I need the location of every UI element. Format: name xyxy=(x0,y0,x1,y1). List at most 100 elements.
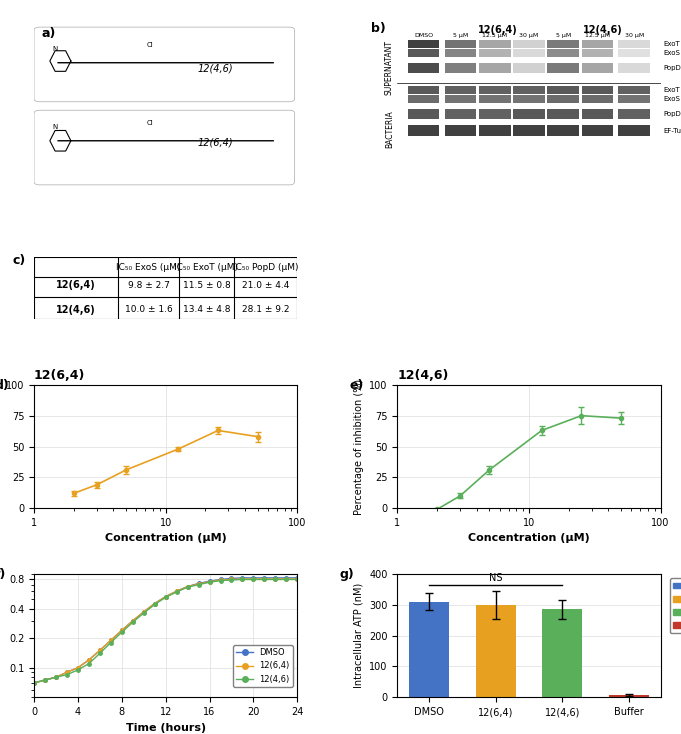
Bar xyxy=(548,49,579,57)
Text: a): a) xyxy=(42,27,57,40)
Text: 12(6,4): 12(6,4) xyxy=(197,138,233,148)
Bar xyxy=(582,86,613,94)
Text: 12(4,6): 12(4,6) xyxy=(397,369,449,382)
Text: ExoT: ExoT xyxy=(663,41,680,47)
Bar xyxy=(408,126,439,136)
Bar xyxy=(479,49,511,57)
Bar xyxy=(618,86,650,94)
Bar xyxy=(476,605,516,697)
Text: 11.5 ± 0.8: 11.5 ± 0.8 xyxy=(183,280,230,290)
Bar xyxy=(618,40,650,48)
Bar xyxy=(445,62,476,73)
Text: e): e) xyxy=(350,379,364,392)
Text: N: N xyxy=(52,124,58,130)
Text: 12.5 μM: 12.5 μM xyxy=(482,33,507,38)
Text: ExoT: ExoT xyxy=(663,87,680,93)
Text: N: N xyxy=(52,46,58,52)
Bar xyxy=(445,49,476,57)
Text: Cl: Cl xyxy=(146,120,153,126)
Text: IC₅₀ PopD (μM): IC₅₀ PopD (μM) xyxy=(233,263,298,272)
Bar xyxy=(618,49,650,57)
Y-axis label: Percentage of inhibition (%): Percentage of inhibition (%) xyxy=(353,379,364,515)
Bar xyxy=(618,109,650,119)
Text: 12(6,4): 12(6,4) xyxy=(34,369,85,382)
Text: DMSO: DMSO xyxy=(414,33,433,38)
Bar xyxy=(548,95,579,103)
Bar xyxy=(479,126,511,136)
Bar xyxy=(445,109,476,119)
Bar xyxy=(479,109,511,119)
Bar xyxy=(582,62,613,73)
Text: ExoS: ExoS xyxy=(663,95,680,102)
Bar xyxy=(408,86,439,94)
Text: PopD: PopD xyxy=(663,111,681,117)
Bar xyxy=(445,86,476,94)
Bar xyxy=(582,40,613,48)
Bar xyxy=(408,62,439,73)
Bar xyxy=(409,602,449,697)
Text: f): f) xyxy=(0,568,6,581)
Text: b): b) xyxy=(371,22,385,35)
Bar xyxy=(582,95,613,103)
Text: BACTERIA: BACTERIA xyxy=(385,110,394,148)
Bar xyxy=(513,86,545,94)
Legend: DMSO, 12(6,4), 12(4,6), Buffer: DMSO, 12(6,4), 12(4,6), Buffer xyxy=(670,578,681,633)
Text: d): d) xyxy=(0,379,10,392)
Bar xyxy=(513,126,545,136)
Bar xyxy=(609,695,648,697)
Text: ExoS: ExoS xyxy=(663,50,680,56)
Bar xyxy=(548,126,579,136)
Text: 12(4,6): 12(4,6) xyxy=(583,26,622,35)
Text: 12.5 μM: 12.5 μM xyxy=(585,33,610,38)
Bar xyxy=(408,49,439,57)
Text: c): c) xyxy=(13,254,27,267)
Text: 5 μM: 5 μM xyxy=(453,33,468,38)
Text: IC₅₀ ExoT (μM): IC₅₀ ExoT (μM) xyxy=(174,263,238,272)
Bar xyxy=(582,126,613,136)
Bar xyxy=(445,40,476,48)
Bar xyxy=(513,49,545,57)
X-axis label: Concentration (μM): Concentration (μM) xyxy=(105,534,227,543)
Bar xyxy=(513,95,545,103)
Y-axis label: Intracellular ATP (nM): Intracellular ATP (nM) xyxy=(353,583,364,688)
Bar xyxy=(548,40,579,48)
Text: 12(6,4): 12(6,4) xyxy=(477,26,518,35)
Bar xyxy=(513,40,545,48)
Bar xyxy=(445,95,476,103)
Text: 12(6,4): 12(6,4) xyxy=(57,280,96,290)
Text: 10.0 ± 1.6: 10.0 ± 1.6 xyxy=(125,305,172,314)
Bar xyxy=(479,62,511,73)
Bar xyxy=(513,109,545,119)
Y-axis label: OD 600nm: OD 600nm xyxy=(0,609,3,662)
Text: 13.4 ± 4.8: 13.4 ± 4.8 xyxy=(183,305,230,314)
Bar xyxy=(618,95,650,103)
Bar xyxy=(479,86,511,94)
Bar xyxy=(542,609,582,697)
Bar xyxy=(548,109,579,119)
Text: 30 μM: 30 μM xyxy=(624,33,644,38)
Text: 28.1 ± 9.2: 28.1 ± 9.2 xyxy=(242,305,289,314)
Bar xyxy=(548,62,579,73)
Text: SUPERNATANT: SUPERNATANT xyxy=(385,40,394,95)
Bar xyxy=(408,40,439,48)
Text: 12(4,6): 12(4,6) xyxy=(197,63,233,73)
Bar xyxy=(618,62,650,73)
Bar xyxy=(582,109,613,119)
FancyBboxPatch shape xyxy=(34,27,295,102)
Text: 30 μM: 30 μM xyxy=(520,33,539,38)
Bar xyxy=(445,126,476,136)
Bar xyxy=(408,109,439,119)
Legend: DMSO, 12(6,4), 12(4,6): DMSO, 12(6,4), 12(4,6) xyxy=(233,645,293,687)
Text: NS: NS xyxy=(489,573,503,584)
Text: IC₅₀ ExoS (μM): IC₅₀ ExoS (μM) xyxy=(116,263,180,272)
Bar xyxy=(479,40,511,48)
Text: Cl: Cl xyxy=(146,43,153,48)
Bar xyxy=(513,62,545,73)
Text: EF-Tu: EF-Tu xyxy=(663,128,681,134)
Bar xyxy=(618,126,650,136)
Text: g): g) xyxy=(339,568,354,581)
Text: 21.0 ± 4.4: 21.0 ± 4.4 xyxy=(242,280,289,290)
Text: 9.8 ± 2.7: 9.8 ± 2.7 xyxy=(127,280,170,290)
Bar xyxy=(408,95,439,103)
Text: 12(4,6): 12(4,6) xyxy=(57,305,96,315)
